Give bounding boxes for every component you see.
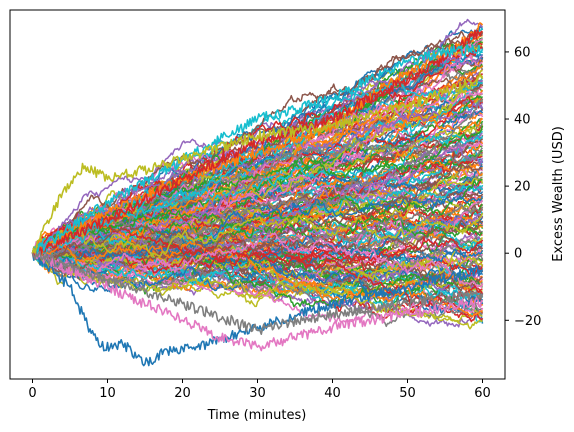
series-line-extreme	[31, 29, 483, 258]
series-line-extreme	[31, 22, 484, 257]
series-line	[32, 215, 483, 261]
x-tick-label: 30	[249, 386, 266, 401]
y-axis-label: Excess Wealth (USD)	[551, 126, 566, 262]
series-group	[31, 18, 484, 367]
y-tick-label: 20	[514, 180, 531, 195]
x-tick-label: 50	[399, 386, 416, 401]
y-tick-label: 0	[514, 247, 522, 262]
series-line-extreme	[31, 252, 484, 367]
series-line	[32, 204, 484, 261]
y-tick-label: 60	[514, 45, 531, 60]
series-line	[31, 232, 484, 289]
series-line	[31, 53, 484, 254]
y-tick-label: −20	[514, 314, 541, 329]
series-line	[32, 241, 484, 296]
series-line	[31, 237, 483, 308]
series-line-extreme	[31, 73, 484, 254]
series-line	[31, 212, 484, 258]
series-line	[31, 133, 484, 258]
y-axis: −20 0 20 40 60	[505, 45, 541, 329]
x-tick-label: 60	[474, 386, 491, 401]
x-tick-label: 20	[174, 386, 191, 401]
x-axis: 0 10 20 30 40 50 60	[28, 379, 491, 401]
y-tick-label: 40	[514, 113, 531, 128]
x-tick-label: 0	[28, 386, 36, 401]
series-line	[31, 65, 484, 254]
series-line-extreme	[31, 248, 484, 352]
series-line	[31, 247, 483, 330]
series-line-extreme	[31, 44, 484, 255]
series-line	[31, 164, 483, 262]
series-line	[31, 30, 484, 254]
x-axis-label: Time (minutes)	[207, 408, 307, 423]
series-line	[32, 143, 484, 254]
series-line-extreme	[31, 250, 484, 335]
series-line	[31, 151, 484, 262]
series-line	[31, 125, 484, 254]
x-tick-label: 40	[324, 386, 341, 401]
x-tick-label: 10	[99, 386, 116, 401]
series-line	[31, 252, 483, 305]
series-line	[32, 102, 484, 270]
